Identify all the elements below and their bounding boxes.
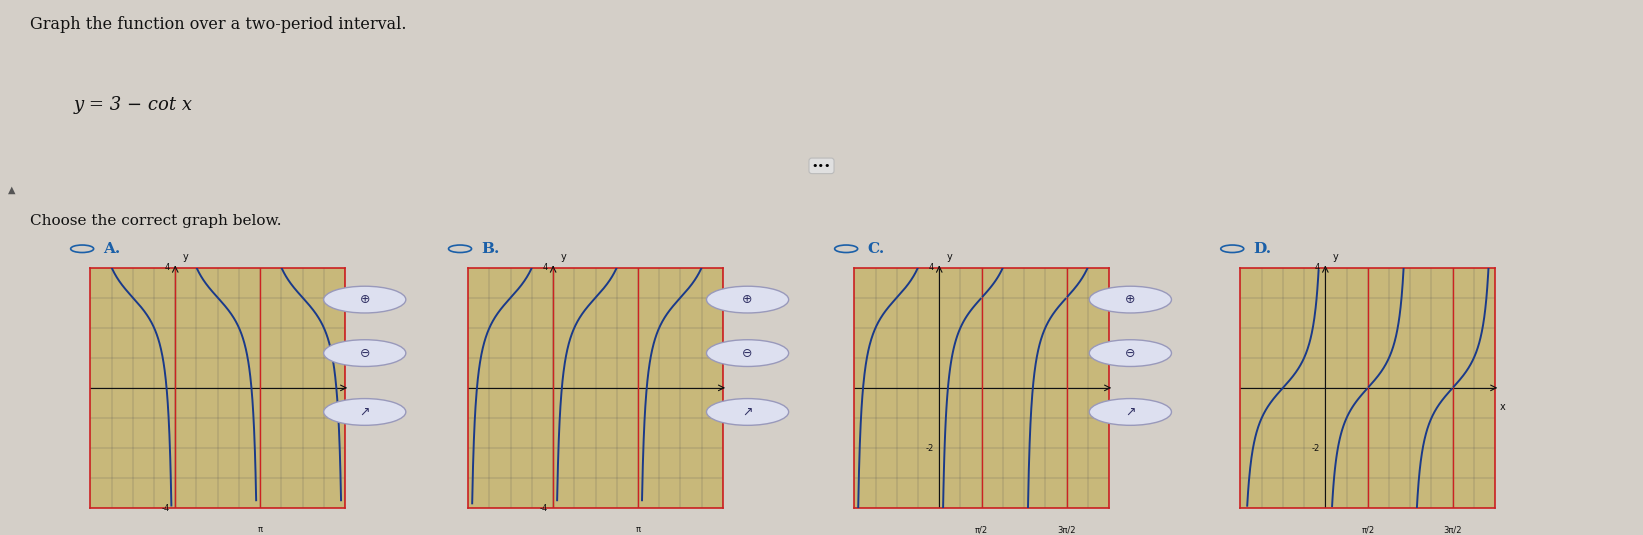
Text: 4: 4 (1314, 263, 1321, 272)
Text: ⊕: ⊕ (743, 293, 752, 306)
Text: 4: 4 (164, 263, 171, 272)
Text: ⊖: ⊖ (360, 347, 370, 360)
Text: y = 3 − cot x: y = 3 − cot x (74, 96, 192, 114)
Text: ⊖: ⊖ (743, 347, 752, 360)
Text: -4: -4 (541, 504, 549, 513)
Text: Choose the correct graph below.: Choose the correct graph below. (30, 214, 281, 228)
Text: 3π/2: 3π/2 (1444, 525, 1462, 534)
Text: x: x (728, 402, 733, 412)
Text: -2: -2 (927, 444, 935, 453)
Text: π: π (258, 525, 263, 534)
Text: π/2: π/2 (976, 525, 987, 534)
Text: y: y (946, 252, 953, 262)
Text: 4: 4 (542, 263, 549, 272)
Text: y: y (560, 252, 567, 262)
Text: B.: B. (481, 242, 499, 256)
Text: A.: A. (104, 242, 120, 256)
Text: 3π/2: 3π/2 (1058, 525, 1076, 534)
Text: ⊕: ⊕ (360, 293, 370, 306)
Text: ↗: ↗ (1125, 406, 1135, 418)
Text: •••: ••• (812, 161, 831, 171)
Text: π/2: π/2 (1362, 525, 1374, 534)
Text: π: π (636, 525, 641, 534)
Text: Graph the function over a two-period interval.: Graph the function over a two-period int… (30, 16, 406, 33)
Text: x: x (1114, 402, 1119, 412)
Text: x: x (350, 402, 355, 412)
Text: ⊖: ⊖ (1125, 347, 1135, 360)
Text: y: y (182, 252, 189, 262)
Text: x: x (1500, 402, 1505, 412)
Text: ↗: ↗ (360, 406, 370, 418)
Text: D.: D. (1254, 242, 1272, 256)
Text: C.: C. (868, 242, 884, 256)
Text: ⊕: ⊕ (1125, 293, 1135, 306)
Text: y: y (1332, 252, 1339, 262)
Text: ↗: ↗ (743, 406, 752, 418)
Text: -2: -2 (1313, 444, 1321, 453)
Text: 4: 4 (928, 263, 935, 272)
Text: -4: -4 (163, 504, 171, 513)
Text: ▲: ▲ (8, 185, 16, 195)
